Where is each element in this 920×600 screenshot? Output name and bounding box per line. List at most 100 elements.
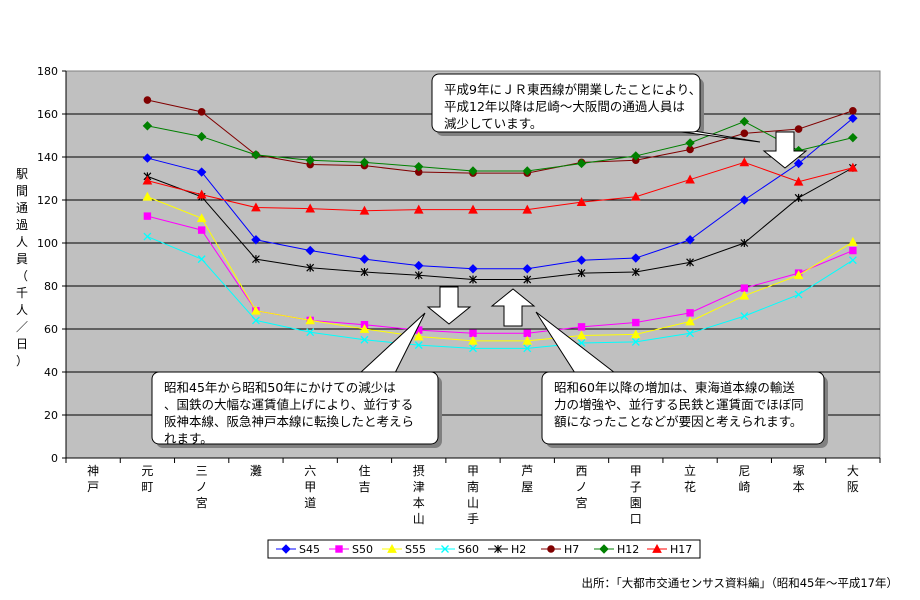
- data-point: [576, 330, 587, 340]
- callout-box: [431, 73, 701, 133]
- series-s45: [142, 113, 858, 274]
- legend-swatch-marker: [494, 545, 502, 553]
- data-point: [414, 260, 424, 271]
- data-point: [794, 125, 803, 133]
- data-point: [142, 175, 153, 185]
- data-point: [305, 155, 315, 165]
- data-point: [630, 329, 641, 339]
- data-point: [196, 189, 207, 199]
- data-point: [740, 284, 749, 292]
- y-tick-label: 180: [37, 65, 58, 78]
- data-point: [577, 269, 586, 278]
- x-tick-label: 元町: [141, 464, 153, 494]
- data-point: [686, 309, 694, 317]
- legend-item: S55: [382, 543, 426, 556]
- data-point: [469, 329, 477, 338]
- y-axis-title: 駅間通過人員（千人／日）: [16, 167, 28, 368]
- data-point: [305, 245, 315, 256]
- legend-swatch-marker: [335, 545, 343, 553]
- legend-label: H2: [511, 543, 526, 556]
- data-point: [576, 158, 587, 169]
- y-tick-label: 160: [37, 108, 58, 121]
- block-arrow: [426, 286, 472, 325]
- callout-text: 平成9年にＪＲ東西線が開業したことにより、平成12年以降は尼崎～大阪間の通過人員…: [444, 82, 701, 131]
- data-point: [359, 157, 370, 168]
- data-point: [793, 158, 804, 169]
- data-point: [360, 335, 369, 344]
- legend-swatch-marker: [599, 544, 609, 554]
- legend-item: S50: [329, 543, 373, 556]
- series-line: [147, 161, 853, 212]
- data-point: [414, 341, 423, 350]
- data-point: [522, 335, 533, 345]
- x-tick-label: 神戸: [87, 464, 99, 494]
- data-point: [794, 193, 803, 202]
- data-point: [739, 157, 750, 167]
- data-point: [523, 275, 532, 284]
- legend-item: H17: [647, 543, 692, 556]
- data-point: [468, 335, 478, 345]
- data-point: [630, 191, 641, 201]
- data-point: [793, 176, 804, 186]
- data-point: [740, 129, 749, 138]
- legend-swatch-marker: [281, 544, 291, 554]
- legend-label: S45: [299, 543, 320, 556]
- series-line: [147, 99, 854, 174]
- callout-text: 昭和45年から昭和50年にかけての減少は、国鉄の大幅な運賃値上げにより、並行する…: [164, 380, 414, 446]
- y-tick-label: 80: [44, 280, 58, 293]
- series-line: [147, 167, 854, 281]
- x-tick-label: 住吉: [358, 464, 370, 494]
- data-point: [686, 329, 695, 338]
- data-point: [468, 264, 478, 274]
- x-tick-label: 芦屋: [521, 464, 533, 494]
- data-point: [251, 202, 261, 212]
- data-point: [849, 106, 857, 115]
- data-point: [142, 121, 153, 131]
- data-point: [848, 162, 858, 172]
- data-point: [469, 344, 477, 353]
- legend-label: S55: [405, 543, 426, 556]
- data-point: [739, 195, 750, 205]
- data-point: [414, 161, 424, 172]
- data-point: [848, 236, 858, 246]
- callout-box: [541, 371, 825, 445]
- legend-label: H12: [617, 543, 639, 556]
- data-point: [685, 138, 695, 148]
- y-tick-label: 120: [37, 194, 58, 207]
- series-line: [147, 196, 854, 342]
- x-tick-label: 甲子園口: [630, 464, 642, 526]
- data-point: [739, 116, 750, 127]
- data-point: [685, 316, 695, 326]
- legend-label: S50: [352, 543, 373, 556]
- data-point: [413, 331, 424, 341]
- data-point: [685, 235, 695, 245]
- data-point: [685, 174, 695, 184]
- series-line: [147, 236, 854, 349]
- data-point: [251, 235, 261, 245]
- data-point: [305, 315, 316, 325]
- legend-box: [267, 539, 701, 559]
- series-h17: [142, 157, 858, 215]
- x-tick-label: 尼崎: [738, 464, 750, 494]
- legend: S45 S50 S55 S60 H2 H7 H12 H17: [267, 539, 701, 559]
- callout: 昭和45年から昭和50年にかけての減少は、国鉄の大幅な運賃値上げにより、並行する…: [151, 312, 442, 448]
- data-point: [631, 268, 640, 277]
- legend-item: H2: [488, 543, 526, 556]
- data-point: [468, 166, 478, 176]
- y-tick-label: 0: [51, 452, 58, 465]
- data-point: [468, 204, 478, 214]
- series-h2: [143, 163, 857, 284]
- data-point: [576, 255, 587, 265]
- block-arrow: [490, 288, 536, 327]
- data-point: [359, 323, 370, 333]
- data-point: [740, 239, 749, 247]
- x-tick-label: 灘: [250, 464, 262, 478]
- series-s60: [143, 232, 857, 353]
- series-line: [147, 120, 853, 172]
- data-point: [794, 290, 803, 299]
- x-tick-label: 摂津本山: [413, 463, 425, 526]
- callout: 昭和60年以降の増加は、東海道本線の輸送力の増強や、並行する民鉄と運賃面でほぼ同…: [535, 311, 828, 448]
- legend-item: H12: [594, 543, 639, 556]
- data-point: [143, 212, 152, 220]
- data-point: [522, 166, 532, 176]
